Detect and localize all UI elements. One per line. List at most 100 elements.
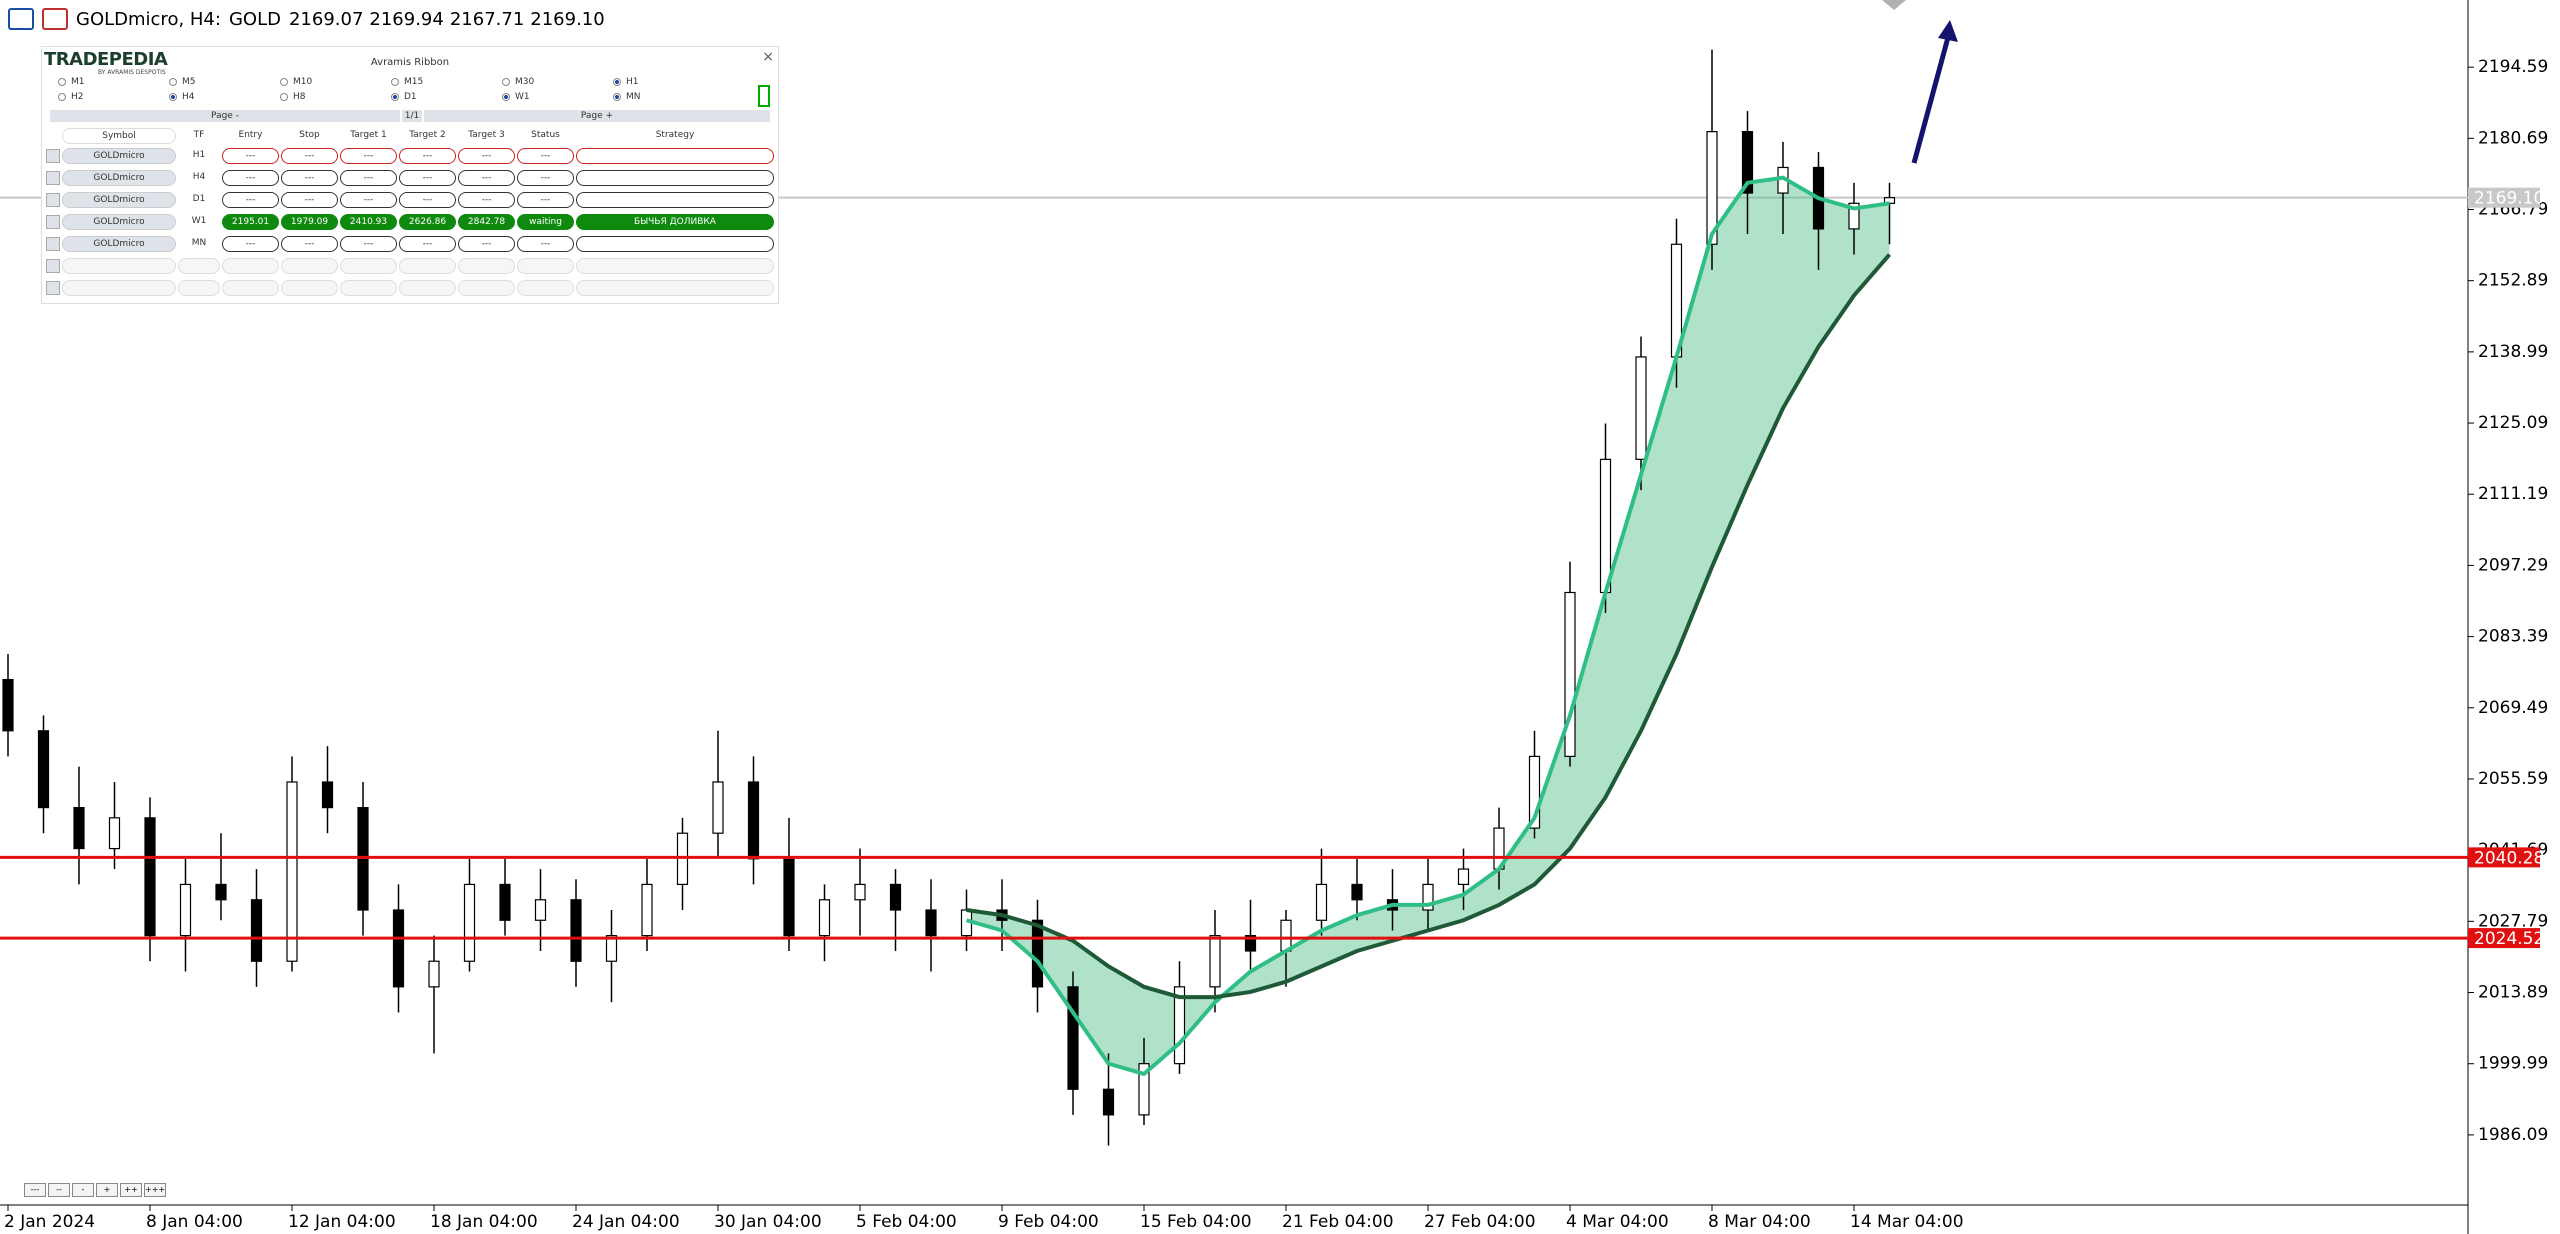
candle-body	[818, 899, 831, 937]
table-row: GOLDmicro D1 --- --- --- --- --- ---	[46, 191, 774, 209]
radio[interactable]	[502, 93, 510, 101]
column-header: Status	[531, 130, 560, 140]
zoom-button[interactable]: ---	[24, 1183, 46, 1197]
table-row: GOLDmicro W1 2195.01 1979.09 2410.93 2626.86 2…	[46, 213, 774, 231]
candle-body	[1528, 755, 1541, 829]
radio[interactable]	[502, 78, 510, 86]
price-tag	[2468, 187, 2540, 208]
timeframe-option[interactable]: M1	[58, 77, 85, 87]
candle-body	[37, 730, 50, 809]
candle-body	[641, 883, 653, 937]
timeframe-option[interactable]: M30	[502, 77, 534, 87]
table-cell: GOLDmicro	[62, 170, 176, 186]
menu-icon[interactable]	[8, 8, 34, 30]
level-tag	[2468, 847, 2540, 868]
zoom-button[interactable]: --	[48, 1183, 70, 1197]
symbol-name: GOLD	[228, 8, 281, 30]
table-cell: H1	[192, 150, 206, 160]
column-header: Target 2	[409, 130, 446, 140]
timeframe-option[interactable]: W1	[502, 92, 530, 102]
header: GOLDmicro, H4: GOLD 2169.07 2169.94 2167.7…	[8, 4, 611, 34]
ribbon-line	[966, 253, 1892, 1000]
timeframe-option[interactable]: H2	[58, 92, 84, 102]
table-cell: H4	[192, 172, 206, 182]
empty-cell	[340, 280, 397, 296]
folder[interactable]	[46, 149, 60, 163]
table-cell: ---	[222, 170, 279, 186]
timeframe-option[interactable]: H8	[280, 92, 306, 102]
radio[interactable]	[280, 78, 288, 86]
timeframe-option[interactable]: H1	[613, 77, 639, 87]
table-cell: ---	[517, 170, 574, 186]
timeframe-option[interactable]: M5	[169, 77, 196, 87]
timeframe-option[interactable]: H4	[169, 92, 195, 102]
table-cell: ---	[340, 236, 397, 252]
radio[interactable]	[613, 93, 621, 101]
table-cell: ---	[458, 170, 515, 186]
indicator	[758, 85, 770, 107]
radio[interactable]	[391, 78, 399, 86]
candle-body	[712, 781, 724, 834]
radio[interactable]	[169, 93, 177, 101]
radio[interactable]	[280, 93, 288, 101]
y-tick-label: 2180.69	[2478, 128, 2548, 148]
folder[interactable]	[46, 237, 60, 251]
level-label: 2040.28	[2474, 848, 2544, 868]
table-header: Symbol TF Entry Stop Target 1 Target 2 Target …	[62, 127, 774, 145]
table-cell: GOLDmicro	[62, 192, 176, 208]
timeframe-option[interactable]: MN	[613, 92, 641, 102]
candle-body	[605, 935, 618, 962]
table-cell: waiting	[517, 214, 574, 230]
chart-icon[interactable]	[42, 8, 68, 30]
timeframe-label: M5	[182, 77, 196, 87]
folder[interactable]	[46, 215, 60, 229]
candle-body	[144, 817, 156, 937]
close-button[interactable]: ×	[762, 49, 774, 65]
ribbon-band	[966, 177, 1890, 1074]
x-tick-label: 4 Mar 04:00	[1566, 1212, 1669, 1232]
zoom-button[interactable]: +++	[144, 1183, 166, 1197]
folder[interactable]	[46, 193, 60, 207]
radio[interactable]	[391, 93, 399, 101]
pager[interactable]: Page -	[50, 110, 400, 122]
table-cell: ---	[458, 148, 515, 164]
timeframe-label: D1	[404, 92, 417, 102]
table-cell: ---	[399, 236, 456, 252]
table-cell: W1	[191, 216, 207, 226]
x-tick-label: 8 Jan 04:00	[146, 1212, 243, 1232]
arrow	[1911, 29, 1953, 164]
table-cell: ---	[517, 236, 574, 252]
zoom-button[interactable]: +	[96, 1183, 118, 1197]
timeframe-option[interactable]: D1	[391, 92, 417, 102]
candle-body	[1457, 868, 1470, 886]
radio[interactable]	[613, 78, 621, 86]
column-header: Stop	[299, 130, 320, 140]
x-tick-label: 21 Feb 04:00	[1282, 1212, 1394, 1232]
candle-body	[1209, 935, 1221, 988]
candle-body	[1067, 986, 1079, 1090]
x-tick-label: 14 Mar 04:00	[1850, 1212, 1964, 1232]
radio[interactable]	[169, 78, 177, 86]
zoom-button[interactable]: ++	[120, 1183, 142, 1197]
radio[interactable]	[58, 93, 66, 101]
timeframe-option[interactable]: M10	[280, 77, 312, 87]
folder[interactable]	[46, 171, 60, 185]
timeframe-label: M10	[293, 77, 313, 87]
x-tick-label: 2 Jan 2024	[4, 1212, 95, 1232]
zoom-button[interactable]: -	[72, 1183, 94, 1197]
table-cell: ---	[399, 170, 456, 186]
price-label: 2169.10	[2474, 189, 2544, 209]
timeframe-option[interactable]: M15	[391, 77, 423, 87]
candle-body	[73, 807, 85, 850]
pager[interactable]: Page +	[424, 110, 770, 122]
candle-body	[534, 899, 547, 921]
table-cell: 1979.09	[281, 214, 338, 230]
folder	[46, 259, 60, 273]
radio[interactable]	[58, 78, 66, 86]
empty-cell	[399, 258, 456, 274]
candle-body	[1173, 986, 1186, 1065]
table-row: GOLDmicro H1 --- --- --- --- --- ---	[46, 147, 774, 165]
candle-body	[1031, 919, 1044, 988]
table-cell: 2842.78	[458, 214, 515, 230]
